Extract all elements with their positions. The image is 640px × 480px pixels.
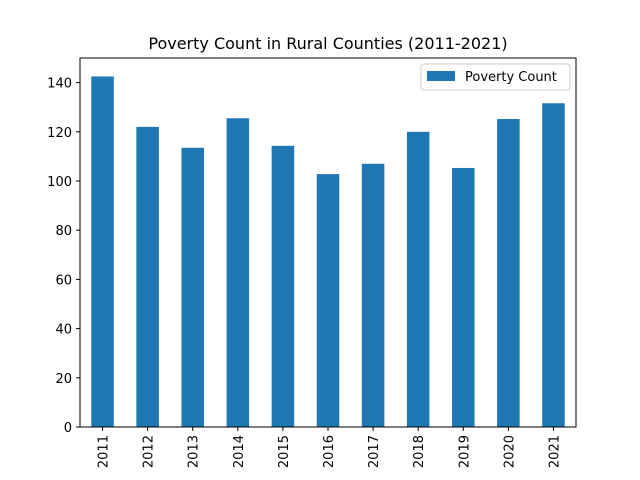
plot-frame xyxy=(79,57,577,428)
y-tick-label: 120 xyxy=(47,126,72,141)
bar-2011 xyxy=(91,76,114,427)
x-tick-label: 2011 xyxy=(97,435,112,468)
bar-2016 xyxy=(316,174,340,427)
x-tick-label: 2013 xyxy=(187,435,202,468)
bar-2021 xyxy=(542,103,565,427)
legend: Poverty Count xyxy=(420,63,571,91)
x-tick-label: 2016 xyxy=(322,435,337,468)
x-tick-label: 2015 xyxy=(277,435,292,468)
bar-2012 xyxy=(136,126,159,427)
legend-label: Poverty Count xyxy=(465,70,557,85)
x-tick-label: 2019 xyxy=(457,435,472,468)
y-axis: 0 20 40 60 80 100 120 140 xyxy=(47,77,80,436)
x-tick-label: 2014 xyxy=(232,435,247,468)
x-tick-label: 2018 xyxy=(412,435,427,468)
x-tick-label: 2017 xyxy=(367,435,382,468)
bar-2018 xyxy=(406,131,430,428)
y-tick-label: 140 xyxy=(47,77,72,92)
bar-2014 xyxy=(226,118,250,428)
legend-swatch xyxy=(427,71,455,81)
y-tick-label: 20 xyxy=(55,372,72,387)
x-tick-label: 2021 xyxy=(547,435,562,468)
bars-group xyxy=(91,76,565,428)
bar-2020 xyxy=(497,119,520,427)
x-tick-label: 2012 xyxy=(142,435,157,468)
y-tick-label: 100 xyxy=(47,175,72,190)
bar-2013 xyxy=(181,147,204,428)
chart-title: Poverty Count in Rural Counties (2011-20… xyxy=(148,34,507,53)
y-tick-label: 0 xyxy=(64,421,72,436)
y-tick-label: 80 xyxy=(55,224,72,239)
x-tick-label: 2020 xyxy=(502,435,517,468)
y-tick-label: 60 xyxy=(55,273,72,288)
bar-2015 xyxy=(271,145,295,427)
y-tick-label: 40 xyxy=(55,323,72,338)
bar-2017 xyxy=(361,163,385,427)
legend-box xyxy=(420,63,571,91)
bar-2019 xyxy=(452,167,475,427)
x-axis: 2011 2012 2013 2014 2015 2016 2017 2018 2019 2020… xyxy=(97,427,562,468)
